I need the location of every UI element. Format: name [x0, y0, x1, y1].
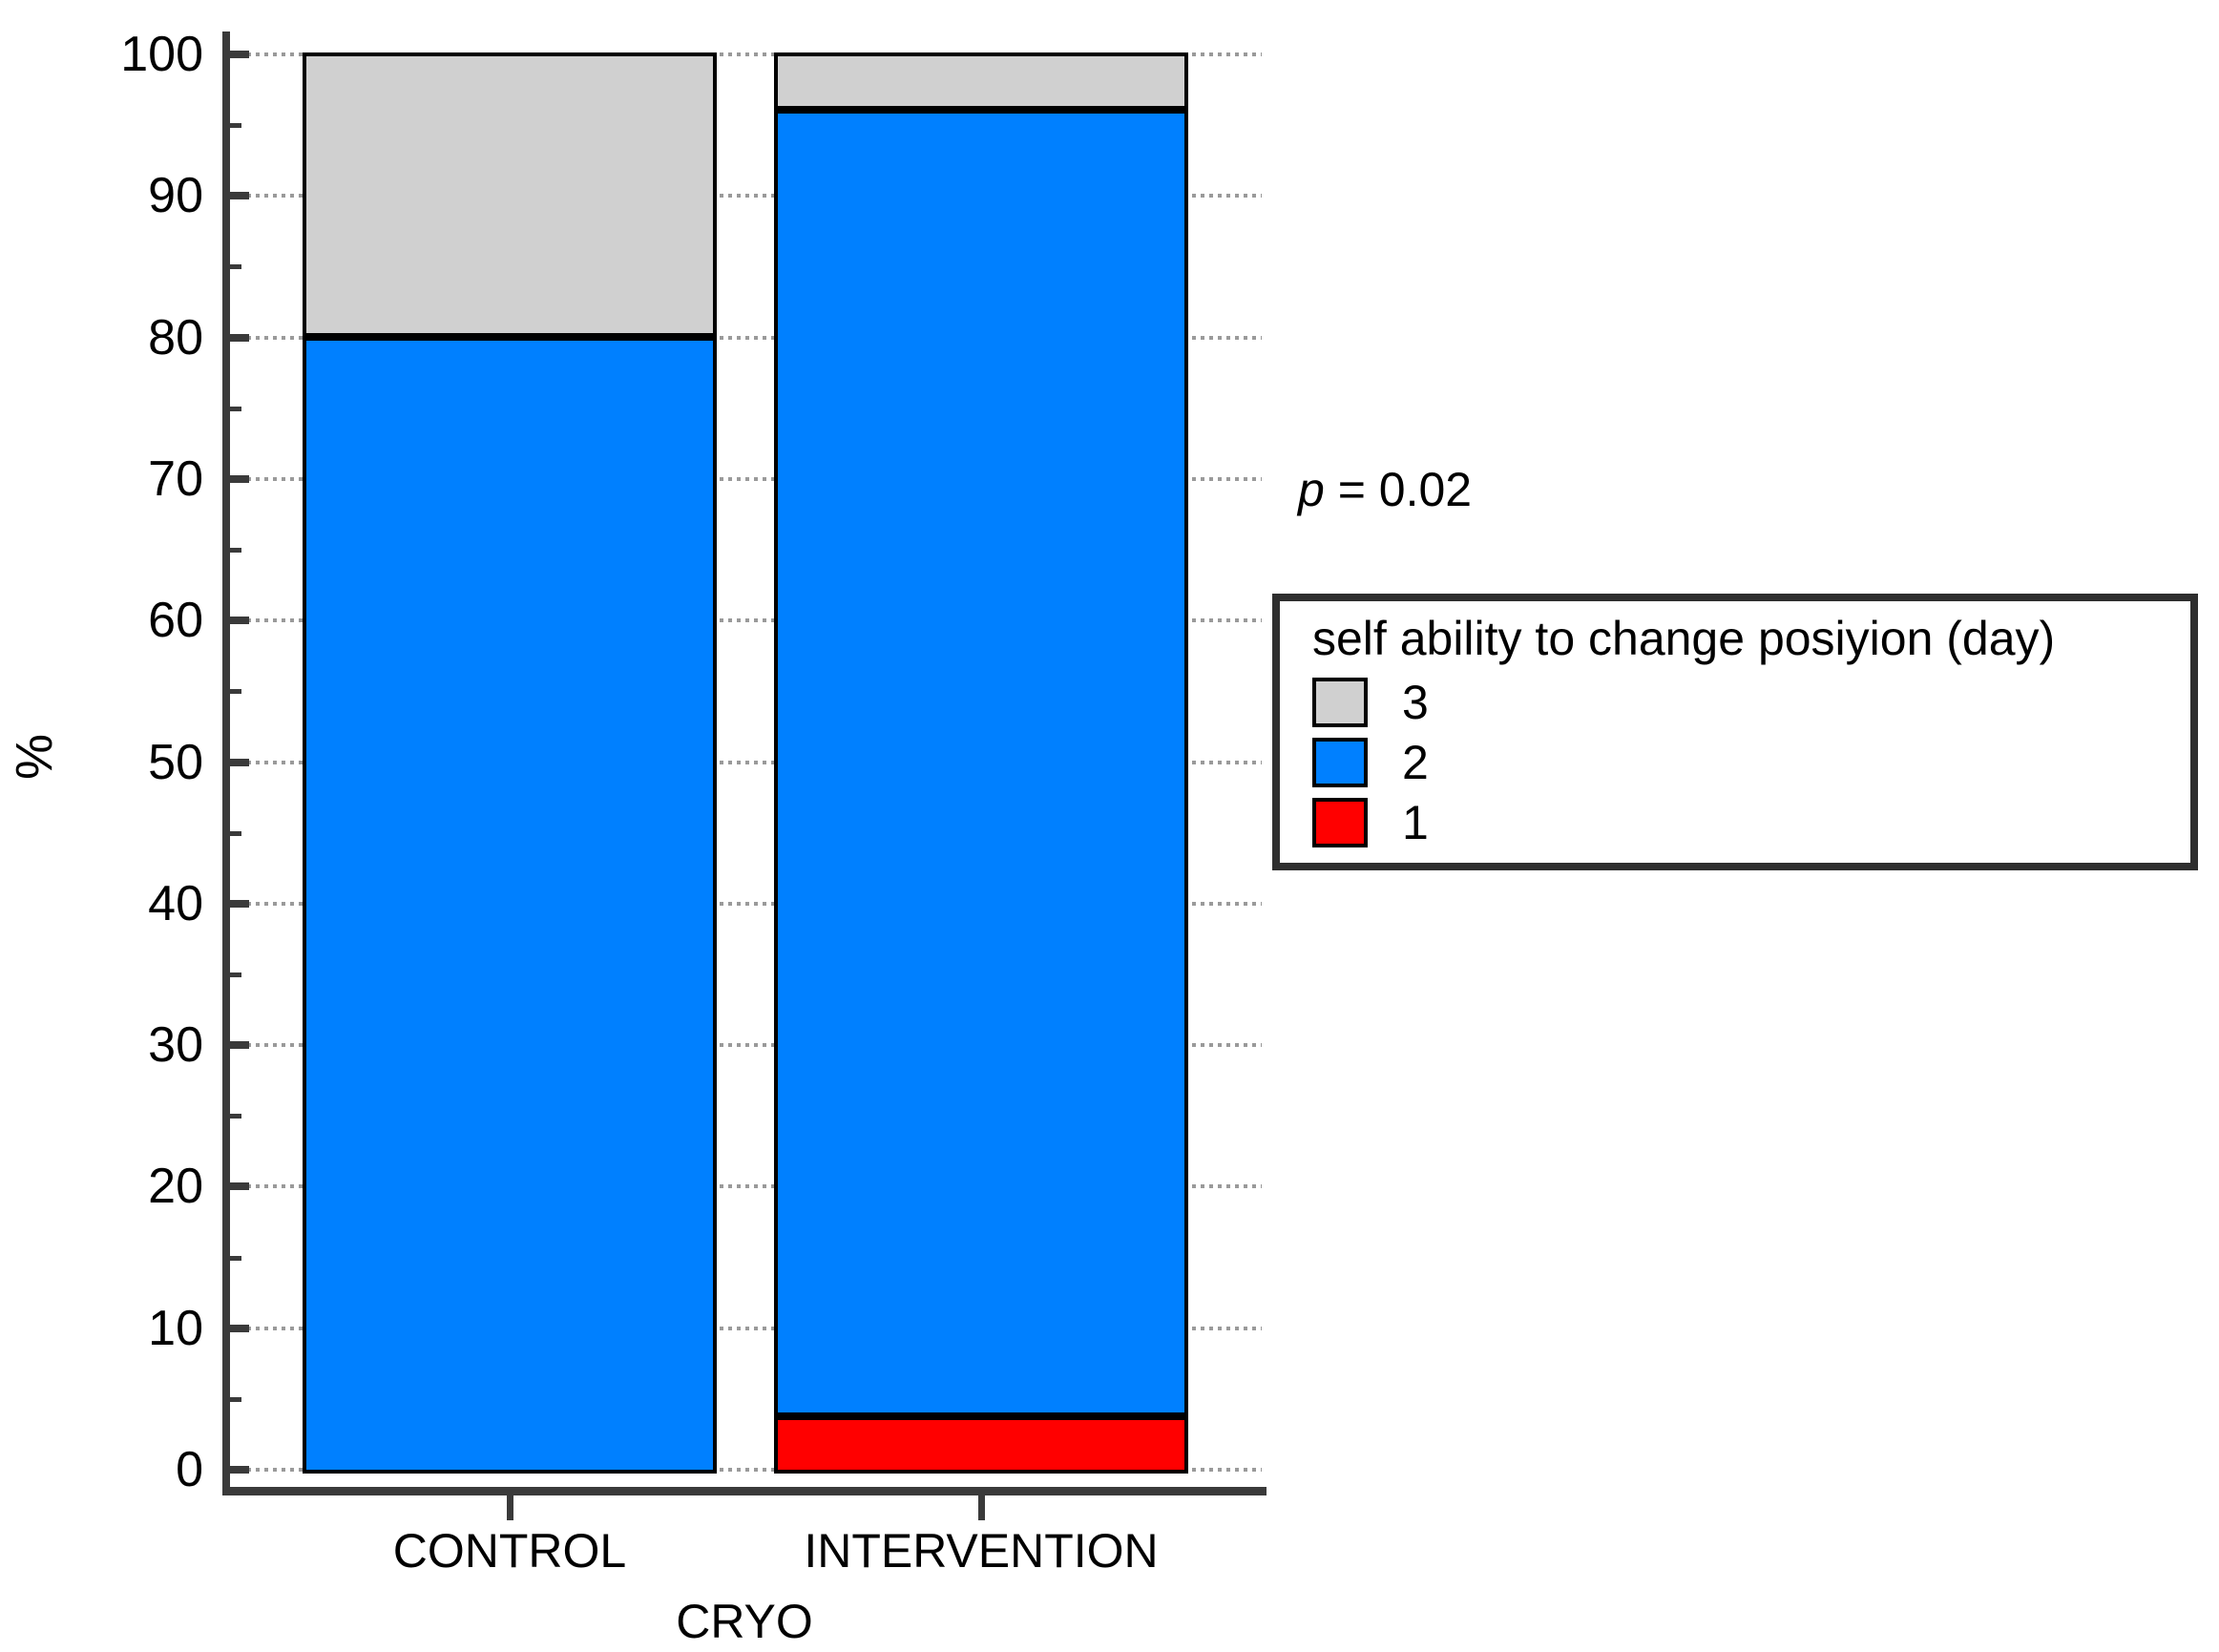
legend-swatch-blue — [1312, 738, 1368, 787]
y-tick-label: 100 — [120, 27, 203, 82]
y-major-tick — [230, 900, 249, 908]
y-tick-label: 90 — [148, 168, 203, 223]
x-tick — [978, 1495, 985, 1520]
legend-label-3: 3 — [1402, 676, 1429, 729]
y-major-tick — [230, 1182, 249, 1190]
y-major-tick — [230, 475, 249, 483]
y-tick-label: 70 — [148, 451, 203, 507]
legend-swatch-red — [1312, 798, 1368, 847]
y-gridline — [247, 618, 1262, 622]
bar-segment-control-3 — [303, 52, 717, 337]
x-category-label: CONTROL — [392, 1524, 627, 1578]
legend-row-3: 3 — [1312, 676, 2158, 729]
y-minor-tick — [230, 1114, 241, 1119]
legend-label-2: 2 — [1402, 736, 1429, 789]
legend-row-1: 1 — [1312, 796, 2158, 849]
legend-row-2: 2 — [1312, 736, 2158, 789]
y-minor-tick — [230, 264, 241, 269]
y-gridline — [247, 52, 1262, 56]
y-major-tick — [230, 192, 249, 199]
bar-segment-intervention-2 — [774, 109, 1188, 1417]
y-minor-tick — [230, 123, 241, 128]
y-tick-label: 10 — [148, 1301, 203, 1356]
y-tick-label: 50 — [148, 735, 203, 790]
legend-box: self ability to change posiyion (day) 3 … — [1272, 594, 2198, 870]
y-tick-label: 60 — [148, 593, 203, 648]
x-category-label: INTERVENTION — [804, 1524, 1159, 1578]
y-major-tick — [230, 759, 249, 766]
y-gridline — [247, 477, 1262, 481]
p-value-annotation: p = 0.02 — [1298, 462, 1472, 517]
y-axis-line — [222, 31, 230, 1495]
y-gridline — [247, 194, 1262, 198]
y-minor-tick — [230, 831, 241, 836]
legend-label-1: 1 — [1402, 796, 1429, 849]
p-value-text: = 0.02 — [1324, 463, 1473, 516]
y-axis-title: % — [6, 733, 64, 781]
y-minor-tick — [230, 407, 241, 411]
y-major-tick — [230, 1041, 249, 1049]
x-axis-line — [222, 1487, 1267, 1495]
y-tick-label: 40 — [148, 876, 203, 931]
y-gridline — [247, 1327, 1262, 1330]
y-tick-label: 80 — [148, 310, 203, 366]
y-tick-label: 0 — [176, 1442, 203, 1497]
y-gridline — [247, 902, 1262, 906]
bar-intervention — [774, 52, 1188, 1474]
x-axis-title: CRYO — [676, 1595, 813, 1648]
bar-segment-intervention-3 — [774, 52, 1188, 110]
y-major-tick — [230, 334, 249, 342]
bar-segment-control-2 — [303, 336, 717, 1474]
y-gridline — [247, 1468, 1262, 1472]
bar-segment-intervention-1 — [774, 1416, 1188, 1474]
y-minor-tick — [230, 689, 241, 694]
y-minor-tick — [230, 548, 241, 553]
y-gridline — [247, 1043, 1262, 1047]
y-major-tick — [230, 1325, 249, 1332]
bar-control — [303, 52, 717, 1474]
y-minor-tick — [230, 1397, 241, 1402]
y-major-tick — [230, 617, 249, 624]
y-major-tick — [230, 1466, 249, 1474]
y-tick-label: 30 — [148, 1017, 203, 1073]
y-minor-tick — [230, 972, 241, 977]
y-tick-label: 20 — [148, 1159, 203, 1214]
legend-swatch-gray — [1312, 678, 1368, 727]
y-major-tick — [230, 51, 249, 58]
x-tick — [507, 1495, 513, 1520]
y-gridline — [247, 1184, 1262, 1188]
y-gridline — [247, 761, 1262, 764]
legend-title: self ability to change posiyion (day) — [1312, 612, 2056, 665]
p-symbol: p — [1298, 463, 1325, 516]
y-gridline — [247, 336, 1262, 340]
y-minor-tick — [230, 1256, 241, 1261]
